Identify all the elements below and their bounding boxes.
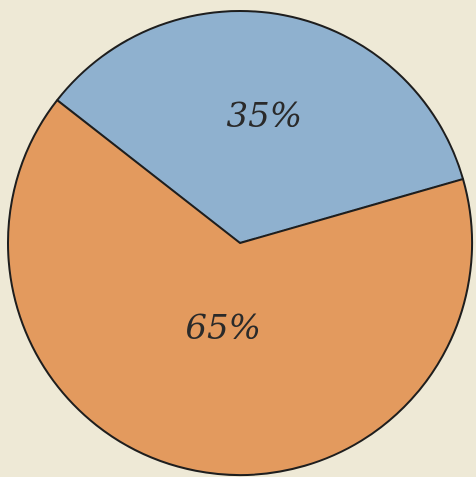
chart: 35% 65% [0,0,476,477]
slice-label: 35% [227,96,303,136]
slice-label: 65% [185,308,261,348]
page: 35%65% (() => { const data = JSON.parse(… [0,0,476,477]
